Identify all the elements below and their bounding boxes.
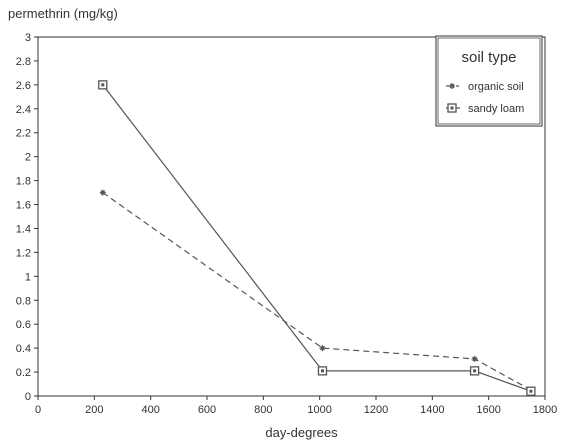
x-tick-label: 400	[141, 404, 159, 416]
legend-inner-box	[437, 37, 541, 125]
y-tick-label: 0	[25, 391, 31, 403]
y-tick-label: 2	[25, 152, 31, 164]
y-tick-label: 3	[25, 32, 31, 44]
y-tick-label: 0.4	[16, 343, 31, 355]
legend-title: soil type	[461, 49, 516, 66]
x-tick-label: 600	[198, 404, 216, 416]
y-tick-label: 1.8	[16, 176, 31, 188]
series-line-sandy-loam	[102, 84, 532, 392]
x-tick-label: 1200	[364, 404, 388, 416]
data-point-organic-soil	[319, 345, 326, 352]
x-axis-label: day-degrees	[265, 425, 338, 440]
legend: soil type organic soil sandy loam	[435, 35, 543, 127]
x-tick-label: 800	[254, 404, 272, 416]
x-tick-label: 1600	[476, 404, 500, 416]
series-line-organic-soil	[102, 192, 532, 391]
y-tick-label: 1.4	[16, 223, 31, 235]
y-tick-label: 0.2	[16, 367, 31, 379]
data-point-sandy-loam-inner	[473, 369, 477, 373]
y-tick-label: 2.8	[16, 56, 31, 68]
axes: 0 0.2 0.4 0.6 0.8 1 1.2 1.4 1.6 1.8 2 2.2 2.4 2.6 2.8 3…	[16, 32, 558, 416]
data-point-sandy-loam-inner	[450, 106, 454, 110]
y-tick-label: 0.8	[16, 295, 31, 307]
data-point-sandy-loam-inner	[529, 389, 533, 393]
x-tick-label: 1000	[307, 404, 331, 416]
data-point-organic-soil	[471, 355, 478, 362]
data-point-organic-soil	[99, 189, 106, 196]
y-axis-label: permethrin (mg/kg)	[8, 6, 118, 21]
y-tick-label: 1.6	[16, 200, 31, 212]
x-tick-label: 1400	[420, 404, 444, 416]
data-point-organic-soil	[449, 83, 455, 89]
y-tick-label: 0.6	[16, 319, 31, 331]
legend-entry-sandy-loam: sandy loam	[468, 103, 524, 115]
y-tick-label: 1.2	[16, 247, 31, 259]
x-tick-label: 200	[85, 404, 103, 416]
y-tick-label: 2.2	[16, 128, 31, 140]
x-tick-label: 1800	[533, 404, 557, 416]
legend-entry-organic-soil: organic soil	[468, 81, 524, 93]
series-layer	[98, 80, 536, 396]
plot-frame	[37, 36, 546, 397]
y-tick-label: 2.4	[16, 104, 31, 116]
y-tick-label: 1	[25, 271, 31, 283]
y-tick-label: 2.6	[16, 80, 31, 92]
data-point-sandy-loam-inner	[101, 83, 105, 87]
data-point-sandy-loam-inner	[320, 369, 324, 373]
x-tick-label: 0	[35, 404, 41, 416]
